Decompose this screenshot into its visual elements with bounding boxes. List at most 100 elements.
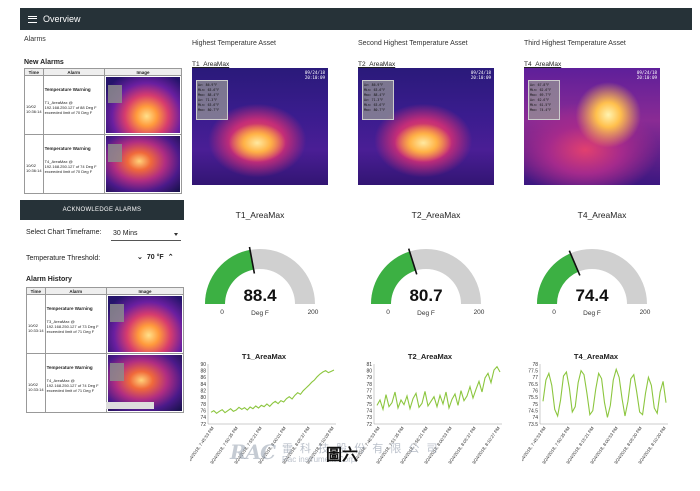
gauge-max-label: 200 <box>640 309 651 316</box>
gauge-min-label: 0 <box>220 309 224 316</box>
thermal-thumbnail[interactable] <box>108 355 182 411</box>
gauge-unit: Deg F <box>417 310 435 317</box>
alarm-type: Temperature Warning <box>46 365 93 370</box>
temperature-gauge-1: 88.4 Deg F 0 200 <box>205 246 319 317</box>
thermal-image-1[interactable]: Av: 86.9°F Min: 63.6°F Max: 88.4°F Av: 71.3… <box>192 68 328 185</box>
table-row[interactable]: 10/02 10:33:14 Temperature Warning T4_Are… <box>26 353 184 413</box>
asset-heading-2: Second Highest Temperature Asset <box>358 40 468 47</box>
alarm-desc: T1_AreaMax @ 192.168.250.127 of 88 Deg F… <box>44 100 97 115</box>
chevron-up-icon[interactable]: ⌃ <box>167 254 174 261</box>
y-tick-label: 77 <box>532 375 538 381</box>
y-tick-label: 73 <box>366 415 372 421</box>
alarm-desc: T3_AreaMax @ 192.168.250.127 of 73 Deg F… <box>46 319 99 334</box>
col-image: Image <box>106 287 184 295</box>
alarm-time: 10/02 10:36:14 <box>24 134 44 194</box>
acknowledge-alarms-button[interactable]: ACKNOWLEDGE ALARMS <box>20 200 184 220</box>
timeframe-value: 30 Mins <box>113 230 138 237</box>
chart-title-2: T2_AreaMax <box>407 352 453 361</box>
alarm-time: 10/02 10:36:14 <box>24 75 44 135</box>
y-tick-label: 80 <box>200 395 206 401</box>
y-tick-label: 74.5 <box>528 408 538 414</box>
camera-label-2[interactable]: T2_AreaMax <box>358 61 396 68</box>
chart-title-1: T1_AreaMax <box>241 352 287 361</box>
col-time: Time <box>24 68 44 76</box>
y-tick-label: 76 <box>532 388 538 394</box>
gauge-fill <box>205 249 254 304</box>
gauge-needle <box>407 248 418 275</box>
gauge-needle <box>568 250 581 276</box>
y-tick-label: 90 <box>200 362 206 368</box>
capture-timestamp-3: 09/24/18 20:10:09 <box>636 70 657 80</box>
series-line <box>210 369 335 415</box>
y-tick-label: 77.5 <box>528 368 538 374</box>
y-tick-label: 74 <box>200 415 206 421</box>
series-line <box>376 365 501 412</box>
gauge-value: 74.4 <box>575 286 609 305</box>
horizontal-scrollbar[interactable] <box>106 402 154 409</box>
y-tick-label: 86 <box>200 375 206 381</box>
thermal-thumbnail[interactable] <box>106 77 180 133</box>
thermal-thumbnail[interactable] <box>106 136 180 192</box>
alarm-text: Temperature Warning T3_AreaMax @ 192.168.… <box>44 294 108 354</box>
y-tick-label: 76 <box>366 395 372 401</box>
gauge-unit: Deg F <box>251 310 269 317</box>
asset-heading-3: Third Highest Temperature Asset <box>524 40 626 47</box>
alarm-text: Temperature Warning T4_AreaMax @ 192.168.… <box>42 134 106 194</box>
watermark-company: 雷 科 技 股 份 有 限 公 司 <box>282 443 440 455</box>
thumbnail-overlay <box>108 144 122 162</box>
temperature-readout-2: Av: 86.9°F Min: 63.6°F Max: 88.4°F Av: 71.3… <box>362 80 394 120</box>
camera-label-1[interactable]: T1_AreaMax <box>192 61 230 68</box>
hamburger-menu-icon[interactable] <box>28 15 37 23</box>
temperature-gauge-3: 74.4 Deg F 0 200 <box>537 249 651 317</box>
y-tick-label: 76 <box>200 408 206 414</box>
watermark-logo: RAC <box>230 440 276 464</box>
thermal-thumbnail[interactable] <box>108 296 182 352</box>
col-time: Time <box>26 287 46 295</box>
gauge-unit: Deg F <box>583 310 601 317</box>
alarm-text: Temperature Warning T4_AreaMax @ 192.168.… <box>44 353 108 413</box>
gauge-min-label: 0 <box>552 309 556 316</box>
alarm-image-cell <box>104 134 182 194</box>
y-tick-label: 78 <box>200 402 206 408</box>
y-tick-label: 82 <box>200 388 206 394</box>
watermark-subtitle: Rac instrument Corp. <box>282 455 358 464</box>
new-alarms-title: New Alarms <box>24 59 64 66</box>
y-tick-label: 84 <box>200 382 206 388</box>
temperature-readout-3: Av: 67.8°F Min: 62.6°F Max: 69.7°F Av: 62.6… <box>528 80 560 120</box>
y-tick-label: 81 <box>366 362 372 368</box>
y-tick-label: 75 <box>366 402 372 408</box>
y-tick-label: 76.5 <box>528 382 538 388</box>
gauge-value: 80.7 <box>409 286 442 305</box>
alarms-panel: Alarms New Alarms Time Alarm Image 10/02… <box>24 36 184 194</box>
alarm-desc: T4_AreaMax @ 192.168.250.127 of 74 Deg F… <box>44 159 97 174</box>
table-row[interactable]: 10/02 10:36:14 Temperature Warning T4_Are… <box>24 134 182 194</box>
alarm-type: Temperature Warning <box>46 306 93 311</box>
alarms-section-label: Alarms <box>24 36 46 43</box>
thumbnail-overlay <box>110 304 124 322</box>
alarm-image-cell <box>104 75 182 135</box>
gauge-max-label: 200 <box>474 309 485 316</box>
chart-title-3: T4_AreaMax <box>573 352 619 361</box>
y-tick-label: 77 <box>366 388 372 394</box>
table-row[interactable]: 10/02 10:36:14 Temperature Warning T1_Are… <box>24 75 182 135</box>
chevron-down-icon[interactable]: ⌄ <box>137 254 143 261</box>
thermal-image-3[interactable]: Av: 67.8°F Min: 62.6°F Max: 69.7°F Av: 62.6… <box>524 68 660 185</box>
timeframe-select[interactable]: 30 Mins <box>111 226 181 241</box>
col-alarm: Alarm <box>44 287 108 295</box>
gauge-title-3: T4_AreaMax <box>577 210 627 220</box>
alarm-time: 10/02 10:33:14 <box>26 353 46 413</box>
thumbnail-overlay <box>108 85 122 103</box>
table-row[interactable]: 10/02 10:33:14 Temperature Warning T3_Are… <box>26 294 184 354</box>
thermal-image-2[interactable]: Av: 86.9°F Min: 63.6°F Max: 88.4°F Av: 71.3… <box>358 68 494 185</box>
threshold-value: 70 °F <box>146 253 164 261</box>
temperature-gauge-2: 80.7 Deg F 0 200 <box>371 248 485 317</box>
alarm-history-table: Time Alarm Image 10/02 10:33:14 Temperat… <box>26 287 184 413</box>
camera-label-3[interactable]: T4_AreaMax <box>524 61 562 68</box>
gauge-value: 88.4 <box>243 286 277 305</box>
alarm-text: Temperature Warning T1_AreaMax @ 192.168.… <box>42 75 106 135</box>
gauge-fill <box>537 253 579 304</box>
y-tick-label: 74 <box>366 408 372 414</box>
